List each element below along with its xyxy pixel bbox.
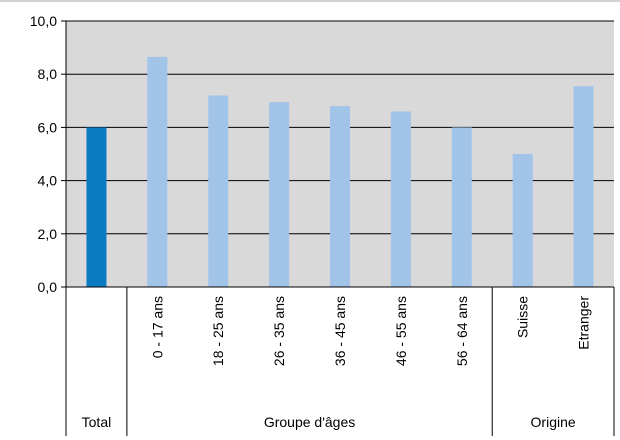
category-label: 0 - 17 ans [149,296,165,358]
axes [61,20,615,436]
bar [147,56,168,287]
category-label: 56 - 64 ans [454,296,470,366]
y-tick-label: 2,0 [38,226,58,242]
y-tick-label: 4,0 [38,173,58,189]
category-label: 36 - 45 ans [332,296,348,366]
category-label: 26 - 35 ans [271,296,287,366]
category-label: Etranger [576,296,592,350]
y-tick-label: 8,0 [38,66,58,82]
bar [512,154,533,287]
category-label: 46 - 55 ans [393,296,409,366]
group-label: Total [82,414,112,430]
bar [269,102,290,287]
group-label: Groupe d'âges [264,414,355,430]
y-tick-label: 10,0 [30,13,57,29]
labels: 0,0 2,0 4,0 6,0 8,0 10,0 0 - 17 ans 18 - 25 ans… [30,13,592,430]
bar [451,127,472,288]
bar [208,95,229,287]
bar [390,111,411,287]
y-tick-label: 0,0 [38,279,58,295]
bar [86,127,107,288]
category-label: 18 - 25 ans [210,296,226,366]
bars [86,56,594,288]
bar [330,106,350,288]
bar [573,86,594,287]
category-label: Suisse [515,296,531,338]
group-label: Origine [531,414,576,430]
y-tick-label: 6,0 [38,119,58,135]
